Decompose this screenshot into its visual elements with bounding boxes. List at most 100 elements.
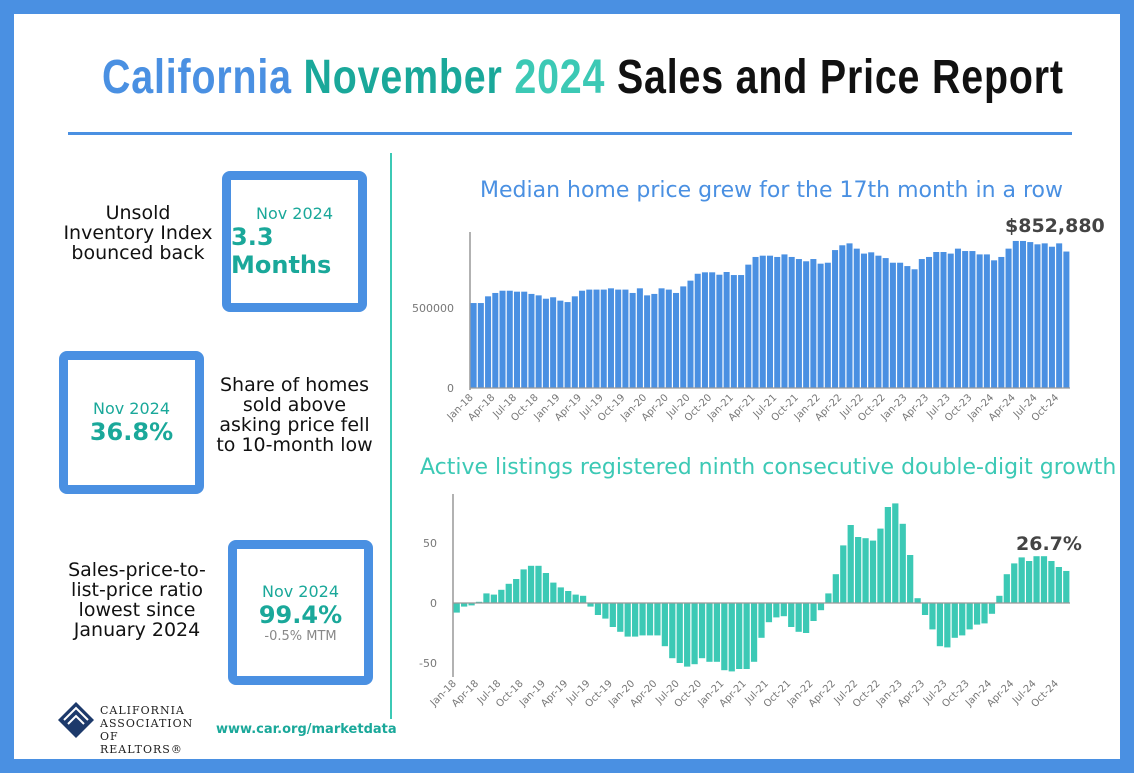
bar xyxy=(550,297,557,388)
bar xyxy=(622,289,629,388)
bar xyxy=(875,255,882,388)
bar xyxy=(788,603,795,627)
bar xyxy=(926,256,933,388)
bar xyxy=(869,540,877,603)
bar xyxy=(492,292,499,388)
listings-annotation: 26.7% xyxy=(1016,533,1082,555)
bar xyxy=(609,603,616,627)
bar xyxy=(639,603,646,636)
bar xyxy=(758,603,765,638)
bar xyxy=(1033,556,1040,603)
bar xyxy=(750,603,758,662)
bar xyxy=(505,583,512,603)
bar xyxy=(738,275,745,388)
bar xyxy=(929,603,936,630)
bar xyxy=(728,603,735,672)
bar xyxy=(802,603,810,633)
bar xyxy=(889,262,896,388)
bar xyxy=(520,569,527,603)
bar xyxy=(490,594,498,603)
bar xyxy=(550,582,557,603)
bar xyxy=(594,603,602,615)
bar xyxy=(921,603,929,615)
bar xyxy=(918,259,925,388)
bar xyxy=(470,303,477,388)
bar xyxy=(780,603,787,617)
bar xyxy=(766,255,774,388)
bar xyxy=(723,272,730,388)
bar xyxy=(629,292,636,388)
bar xyxy=(477,303,484,388)
bar xyxy=(644,295,651,388)
bar xyxy=(1025,561,1033,603)
bar xyxy=(713,603,721,662)
bar xyxy=(1048,246,1055,388)
y-tick-label: 500000 xyxy=(412,302,454,315)
bar xyxy=(600,289,607,388)
bar xyxy=(528,293,535,388)
bar xyxy=(877,528,884,603)
bar xyxy=(847,525,854,603)
bar xyxy=(709,272,716,388)
bar xyxy=(944,603,951,648)
bar xyxy=(983,254,990,388)
bar xyxy=(907,555,914,603)
bar xyxy=(542,573,550,603)
bar xyxy=(810,603,817,621)
bar xyxy=(884,507,891,603)
inventory-label: Unsold Inventory Index bounced back xyxy=(63,202,213,264)
bar xyxy=(1018,557,1025,603)
bar xyxy=(586,289,593,388)
bar xyxy=(981,603,988,624)
bar xyxy=(632,603,639,637)
bar xyxy=(687,280,694,388)
bar xyxy=(959,603,966,636)
bar xyxy=(661,603,668,647)
bar xyxy=(759,255,766,388)
bar xyxy=(684,603,691,667)
bar xyxy=(602,603,609,619)
bar xyxy=(579,290,586,388)
bar xyxy=(954,248,961,388)
bar xyxy=(636,288,643,388)
bar xyxy=(571,296,578,388)
bar xyxy=(914,598,921,603)
bar xyxy=(654,603,661,636)
y-tick-label: 0 xyxy=(447,382,454,395)
bar xyxy=(788,256,795,388)
market-data-link[interactable]: www.car.org/marketdata xyxy=(216,722,397,737)
bar xyxy=(832,574,839,603)
above-asking-label: Share of homes sold above asking price f… xyxy=(216,374,373,456)
bar xyxy=(936,603,944,647)
listings-chart-title: Active listings registered ninth consecu… xyxy=(420,455,1117,480)
bar xyxy=(846,243,853,388)
bar xyxy=(579,595,587,603)
column-divider xyxy=(390,153,392,719)
bar xyxy=(521,291,528,388)
bar xyxy=(542,298,549,388)
bar xyxy=(624,603,631,637)
bar xyxy=(868,252,875,388)
bar xyxy=(998,256,1005,388)
bar xyxy=(513,579,520,603)
bar xyxy=(855,537,862,603)
bar xyxy=(1056,243,1063,388)
bar xyxy=(453,603,460,613)
price-annotation: $852,880 xyxy=(1005,215,1105,237)
bar xyxy=(669,603,676,659)
bar xyxy=(506,290,513,388)
bar xyxy=(646,603,654,636)
bar xyxy=(862,538,869,603)
bar xyxy=(991,260,998,388)
bar xyxy=(721,603,728,671)
bar xyxy=(1027,242,1034,388)
bar xyxy=(1012,240,1019,388)
bar xyxy=(933,252,940,388)
bar xyxy=(832,250,839,388)
title-divider xyxy=(68,132,1072,135)
bar xyxy=(899,523,906,603)
bar xyxy=(795,259,802,388)
bar xyxy=(694,273,701,388)
price-chart-title: Median home price grew for the 17th mont… xyxy=(480,178,1063,203)
